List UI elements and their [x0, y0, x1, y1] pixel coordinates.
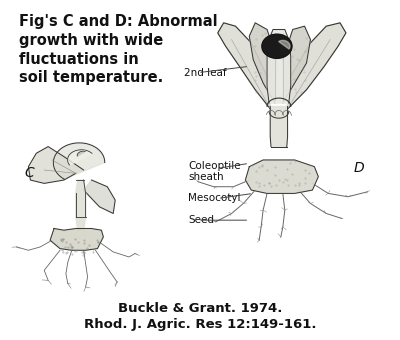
Polygon shape — [267, 30, 291, 103]
Text: Coleoptile
sheath: Coleoptile sheath — [188, 161, 241, 183]
Polygon shape — [249, 23, 277, 103]
Polygon shape — [28, 147, 84, 183]
Polygon shape — [283, 26, 310, 103]
Polygon shape — [262, 34, 292, 58]
Polygon shape — [68, 150, 92, 165]
Polygon shape — [53, 143, 105, 179]
Text: 2nd leaf: 2nd leaf — [184, 68, 227, 78]
Polygon shape — [245, 160, 318, 193]
Text: Seed: Seed — [188, 215, 214, 225]
Polygon shape — [77, 151, 85, 156]
Text: Buckle & Grant. 1974.: Buckle & Grant. 1974. — [118, 302, 282, 315]
Polygon shape — [287, 23, 346, 110]
Text: C: C — [24, 166, 34, 180]
Polygon shape — [84, 180, 115, 214]
Polygon shape — [76, 180, 86, 230]
Text: D: D — [354, 161, 364, 175]
Text: Fig's C and D: Abnormal
growth with wide
fluctuations in
soil temperature.: Fig's C and D: Abnormal growth with wide… — [18, 15, 217, 85]
Polygon shape — [279, 40, 290, 49]
Text: Rhod. J. Agric. Res 12:149-161.: Rhod. J. Agric. Res 12:149-161. — [84, 318, 316, 331]
Text: Mesocotyl: Mesocotyl — [188, 193, 241, 203]
Polygon shape — [270, 106, 288, 147]
Polygon shape — [50, 228, 103, 250]
Polygon shape — [218, 23, 271, 110]
